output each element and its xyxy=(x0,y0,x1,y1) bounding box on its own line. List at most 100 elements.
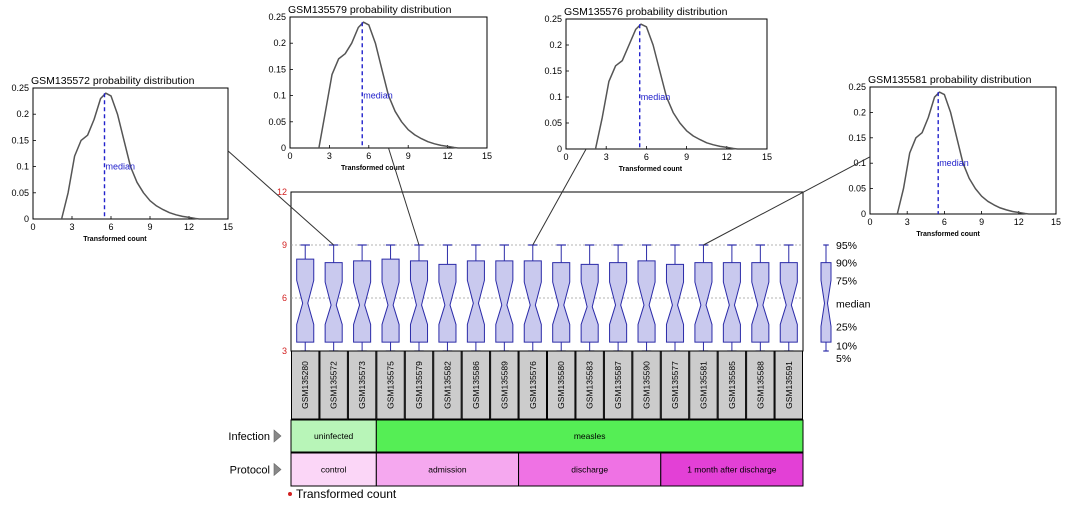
y-tick-label: 6 xyxy=(282,293,287,303)
x-axis-label: Transformed count xyxy=(83,236,147,243)
y-tick-label: 0.2 xyxy=(16,109,29,119)
connector-line xyxy=(703,156,871,246)
sample-label: GSM135586 xyxy=(471,361,481,409)
sample-label-cell: GSM135587 xyxy=(603,350,633,420)
density-curve xyxy=(60,92,200,220)
sample-box xyxy=(580,244,599,352)
y-tick-label: 0.15 xyxy=(848,133,866,143)
x-tick-label: 12 xyxy=(1014,217,1024,227)
sample-label-cell: GSM135576 xyxy=(518,350,547,420)
y-tick-label: 0.2 xyxy=(853,107,866,117)
y-tick-label: 0 xyxy=(24,214,29,224)
distribution-inset: GSM135572 probability distribution 0 0.05 0… xyxy=(11,75,233,243)
x-tick-label: 9 xyxy=(979,217,984,227)
sample-label: GSM135583 xyxy=(585,361,595,409)
sample-label-cell: GSM135589 xyxy=(490,350,519,420)
inset-title: GSM135572 probability distribution xyxy=(31,75,195,87)
median-label: median xyxy=(363,91,393,101)
x-tick-label: 6 xyxy=(644,152,649,162)
sample-label-cell: GSM135573 xyxy=(347,350,377,420)
protocol-row: control admission discharge 1 month after d… xyxy=(230,452,804,487)
sample-cell-bg xyxy=(291,350,320,420)
x-tick-label: 6 xyxy=(108,222,113,232)
density-curve xyxy=(896,91,1029,215)
y-tick-label: 0.15 xyxy=(544,66,562,76)
distribution-inset: GSM135576 probability distribution 0 0.05 0… xyxy=(544,6,772,173)
protocol-row-segment xyxy=(518,452,662,487)
inset-frame xyxy=(869,86,1057,215)
infection-row-segment xyxy=(290,419,377,453)
protocol-row-segment-label: 1 month after discharge xyxy=(687,465,777,475)
density-curve xyxy=(318,21,459,149)
sample-cell-bg xyxy=(319,350,348,420)
x-tick-label: 15 xyxy=(482,151,492,161)
sample-label: GSM135280 xyxy=(300,361,310,409)
inset-title: GSM135581 probability distribution xyxy=(868,74,1032,86)
sample-box xyxy=(438,244,457,352)
sample-cell-bg xyxy=(547,350,576,420)
sample-label-cell: GSM135585 xyxy=(717,350,747,420)
notched-box xyxy=(466,260,485,343)
sample-label: GSM135582 xyxy=(442,361,452,409)
inset-frame xyxy=(565,18,768,150)
sample-label-cell: GSM135586 xyxy=(461,350,491,420)
sample-label-cell: GSM135577 xyxy=(660,350,690,420)
x-tick-label: 12 xyxy=(184,222,194,232)
notched-box xyxy=(722,262,741,343)
sample-cell-bg xyxy=(433,350,462,420)
density-curve xyxy=(594,23,738,150)
y-tick-label: 0.25 xyxy=(11,83,29,93)
sample-label: GSM135579 xyxy=(414,361,424,409)
x-axis-label: Transformed count xyxy=(916,231,980,238)
connector-line xyxy=(227,150,334,246)
sample-box xyxy=(381,244,400,352)
infection-row-segment xyxy=(375,419,804,453)
sample-label-cell: GSM135591 xyxy=(774,350,803,420)
y-tick-label: 0.1 xyxy=(273,91,286,101)
x-tick-label: 15 xyxy=(223,222,233,232)
sample-label-cell: GSM135588 xyxy=(746,350,775,420)
y-tick-label: 0.1 xyxy=(549,92,562,102)
sample-cell-bg xyxy=(575,350,604,420)
sample-label: GSM135576 xyxy=(528,361,538,409)
y-tick-label: 0.2 xyxy=(273,38,286,48)
sample-box xyxy=(466,244,485,352)
sample-box xyxy=(324,244,343,352)
sample-box xyxy=(523,244,542,352)
sample-label-cell: GSM135580 xyxy=(547,350,576,420)
sample-label-cell: GSM135583 xyxy=(575,350,604,420)
legend-text: Transformed count xyxy=(296,487,397,501)
notched-box xyxy=(665,263,685,343)
sample-label: GSM135572 xyxy=(329,361,339,409)
x-tick-label: 3 xyxy=(604,152,609,162)
x-tick-label: 6 xyxy=(942,217,947,227)
median-label: median xyxy=(939,158,969,168)
notched-box xyxy=(580,263,599,343)
sample-label-cell: GSM135579 xyxy=(404,350,434,420)
x-tick-label: 15 xyxy=(1051,217,1061,227)
sample-cell-bg xyxy=(746,350,775,420)
sample-label: GSM135580 xyxy=(556,361,566,409)
infection-row-row-label: Infection xyxy=(228,431,270,443)
sample-label: GSM135581 xyxy=(698,361,708,409)
sample-cell-bg xyxy=(632,350,661,420)
y-tick-label: 0 xyxy=(557,144,562,154)
sample-cell-bg xyxy=(717,350,747,420)
notched-box xyxy=(324,262,343,343)
connector-line xyxy=(388,147,420,246)
x-tick-label: 3 xyxy=(69,222,74,232)
notched-box xyxy=(495,260,514,343)
sample-cell-bg xyxy=(404,350,434,420)
y-tick-label: 0.25 xyxy=(848,82,866,92)
infection-row: uninfected measles Infection xyxy=(228,419,804,453)
percentile-key: 95% 90% 75% median 25% 10%5% xyxy=(820,240,871,365)
x-tick-label: 9 xyxy=(684,152,689,162)
x-tick-label: 3 xyxy=(327,151,332,161)
sample-box xyxy=(637,244,656,352)
y-tick-label: 3 xyxy=(282,346,287,356)
sample-cell-bg xyxy=(689,350,718,420)
sample-label-cell: GSM135575 xyxy=(376,350,405,420)
sample-label: GSM135589 xyxy=(499,361,509,409)
x-tick-label: 6 xyxy=(366,151,371,161)
